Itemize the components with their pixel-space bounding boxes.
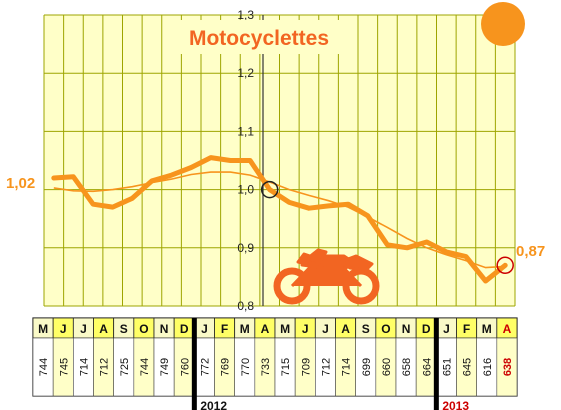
month-label: M: [240, 322, 250, 336]
count-value: 772: [199, 358, 211, 376]
month-label: D: [422, 322, 431, 336]
count-cell: [496, 337, 518, 397]
marked-point: [260, 180, 279, 199]
end-value-label: 0,87: [516, 243, 545, 260]
count-value: 733: [260, 358, 272, 376]
count-value: 715: [280, 358, 292, 376]
year-separator: [191, 318, 197, 410]
start-value-label: 1,02: [6, 175, 35, 192]
count-value: 616: [482, 358, 494, 376]
month-label: D: [180, 322, 189, 336]
month-label: F: [221, 322, 228, 336]
month-label: A: [341, 322, 350, 336]
y-tick-label: 1,0: [237, 183, 254, 197]
year-label-2013: 2013: [442, 399, 469, 410]
count-value: 664: [421, 358, 433, 376]
count-value: 745: [58, 358, 70, 376]
month-label: A: [503, 322, 512, 336]
count-value: 760: [179, 358, 191, 376]
count-value: 725: [119, 358, 131, 376]
month-label: O: [381, 322, 390, 336]
year-label-2012: 2012: [200, 399, 227, 410]
month-label: N: [402, 322, 411, 336]
month-label: N: [160, 322, 169, 336]
y-tick-label: 0,8: [237, 299, 254, 313]
count-value: 651: [441, 358, 453, 376]
y-tick-label: 1,3: [237, 8, 254, 22]
count-value: 712: [99, 358, 111, 376]
count-value: 770: [240, 358, 252, 376]
count-value: 714: [341, 358, 353, 376]
y-tick-label: 1,1: [237, 124, 254, 138]
month-label: J: [201, 322, 208, 336]
marked-point: [496, 256, 514, 275]
count-value: 744: [139, 358, 151, 376]
y-tick-label: 0,9: [237, 241, 254, 255]
count-value: 744: [38, 358, 50, 376]
month-label: M: [482, 322, 492, 336]
marked-points: [260, 180, 514, 275]
title-background: [172, 20, 344, 54]
ratio-series-line: [51, 155, 508, 284]
y-tick-label: 1,2: [237, 66, 254, 80]
chart-title: Motocyclettes: [189, 27, 329, 50]
sun-circle-icon: [481, 2, 525, 46]
month-label: F: [463, 322, 470, 336]
trend-series-line: [53, 171, 506, 269]
count-value: 714: [78, 358, 90, 376]
month-label: S: [362, 322, 370, 336]
month-label: M: [38, 322, 48, 336]
data-table: M 744 J 745 J 714 A 712 S 725 O 744 N 749 D 760 J 772 F 769…: [32, 317, 518, 410]
count-value: 749: [159, 358, 171, 376]
count-value: 712: [320, 358, 332, 376]
month-label: M: [280, 322, 290, 336]
month-label: O: [139, 322, 148, 336]
count-value: 709: [300, 358, 312, 376]
motorcycle-icon: [273, 248, 380, 305]
month-label: J: [60, 322, 67, 336]
count-value: 769: [220, 358, 232, 376]
count-value: 660: [381, 358, 393, 376]
month-label: S: [120, 322, 128, 336]
month-label: J: [322, 322, 329, 336]
month-label: A: [261, 322, 270, 336]
month-label: J: [80, 322, 87, 336]
count-value: 638: [502, 358, 514, 376]
month-label: A: [99, 322, 108, 336]
y-axis-tick-labels: 0,8 0,9 1,0 1,1 1,2 1,3: [237, 8, 254, 313]
month-label: J: [302, 322, 309, 336]
count-value: 699: [361, 358, 373, 376]
month-label: J: [443, 322, 450, 336]
count-value: 658: [401, 358, 413, 376]
year-separator: [433, 318, 439, 410]
count-value: 645: [462, 358, 474, 376]
